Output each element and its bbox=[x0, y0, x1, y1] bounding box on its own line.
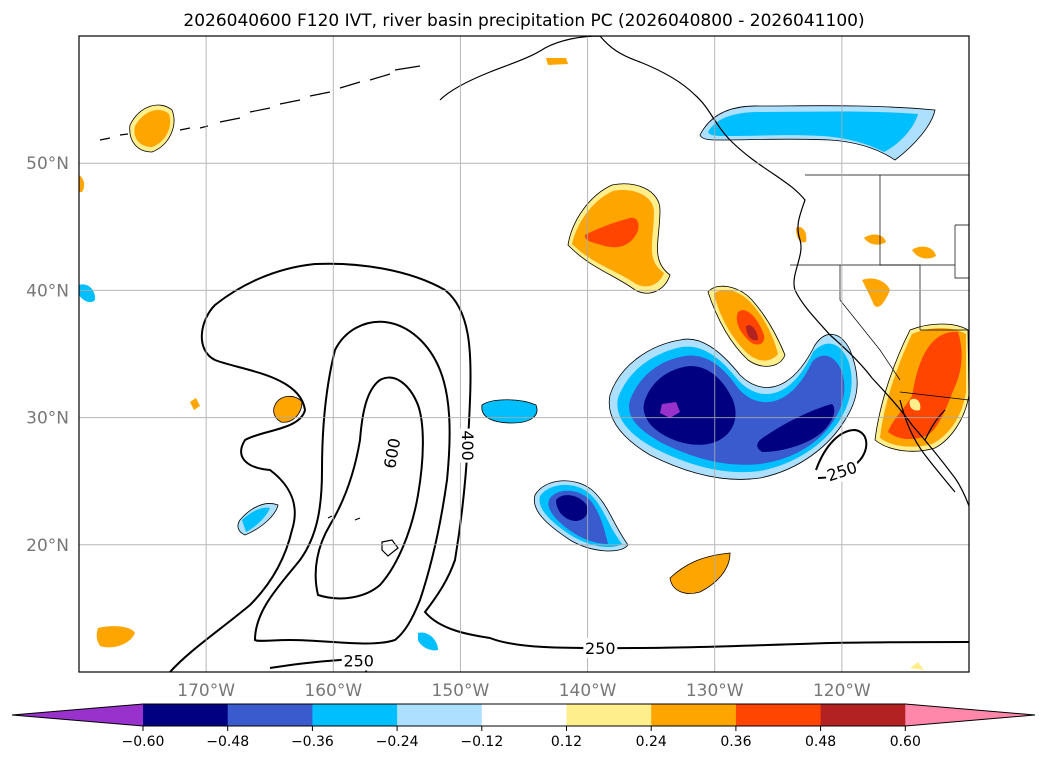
colorbar-swatch bbox=[651, 704, 737, 726]
aleutian-chain bbox=[99, 65, 421, 141]
precip-region-offcal-darkred bbox=[746, 325, 758, 341]
contour-label-group: 250 bbox=[583, 637, 618, 658]
contour-label: 400 bbox=[458, 430, 477, 461]
lon-tick-label: 140°W bbox=[559, 681, 617, 701]
precip-region-pnw-cyan bbox=[708, 111, 918, 152]
colorbar-tick-label: 0.24 bbox=[636, 734, 667, 750]
lat-tick-label: 50°N bbox=[26, 154, 69, 174]
lon-tick-label: 150°W bbox=[432, 681, 490, 701]
colorbar: −0.60 −0.48 −0.36 −0.24 −0.12 0.12 0.24 0.36 0.4… bbox=[11, 703, 1036, 750]
lon-tick-label: 170°W bbox=[177, 681, 235, 701]
ivt-contour-600 bbox=[314, 376, 424, 600]
colorbar-extend-low bbox=[12, 704, 143, 726]
colorbar-swatch bbox=[143, 704, 229, 726]
precip-region-patch-5 bbox=[418, 632, 438, 651]
colorbar-swatch bbox=[397, 704, 483, 726]
state-border-4 bbox=[954, 224, 969, 279]
precip-region-patch-12 bbox=[862, 278, 890, 307]
lon-tick-label: 160°W bbox=[304, 681, 362, 701]
colorbar-tick-label: −0.24 bbox=[376, 734, 419, 750]
precip-region-patch-18 bbox=[910, 662, 924, 670]
lat-tick-label: 20°N bbox=[26, 536, 69, 556]
ivt-contour-400 bbox=[253, 320, 451, 645]
colorbar-swatch bbox=[735, 704, 822, 726]
precip-region-subtropical-navy bbox=[556, 495, 588, 521]
lat-tick-label: 30°N bbox=[26, 409, 69, 429]
map-border bbox=[78, 35, 970, 673]
chart-title: 2026040600 F120 IVT, river basin precipi… bbox=[183, 11, 864, 31]
us-mexico-border bbox=[899, 391, 969, 401]
colorbar-swatch bbox=[227, 704, 313, 726]
contour-label-group: 250 bbox=[341, 650, 376, 671]
colorbar-extend-high bbox=[905, 704, 1035, 726]
colorbar-tick-label: −0.36 bbox=[291, 734, 334, 750]
contour-label: 250 bbox=[585, 639, 616, 658]
precip-region-patch-8 bbox=[273, 396, 302, 423]
colorbar-tick-label: 0.36 bbox=[720, 734, 751, 750]
colorbar-tick-label: −0.48 bbox=[206, 734, 249, 750]
colorbar-tick-label: −0.60 bbox=[122, 734, 165, 750]
precip-region-patch-9 bbox=[96, 626, 135, 648]
contour-label-bg bbox=[341, 650, 376, 671]
colorbar-tick-label: 0.60 bbox=[890, 734, 921, 750]
contour-label-bg bbox=[378, 434, 405, 472]
contour-label-bg bbox=[583, 637, 618, 658]
contour-label-bg bbox=[822, 456, 862, 486]
colorbar-tick-label: 0.12 bbox=[551, 734, 582, 750]
longitude-labels: 170°W 160°W 150°W 140°W 130°W 120°W bbox=[177, 681, 871, 701]
coastline-layer bbox=[99, 36, 969, 557]
state-border-3 bbox=[839, 265, 901, 381]
colorbar-tick-label: 0.48 bbox=[805, 734, 836, 750]
precip-region-patch-7 bbox=[134, 110, 171, 147]
colorbar-swatch bbox=[312, 704, 398, 726]
lat-tick-label: 40°N bbox=[26, 281, 69, 301]
lon-tick-label: 120°W bbox=[813, 681, 871, 701]
latitude-labels: 20°N 30°N 40°N 50°N bbox=[26, 154, 69, 556]
precip-region-patch-11 bbox=[546, 58, 568, 65]
precip-region-patch-3 bbox=[242, 507, 270, 532]
colorbar-swatch bbox=[566, 704, 652, 726]
contour-label: 250 bbox=[343, 652, 374, 671]
contour-label-group: 400 bbox=[458, 428, 479, 463]
baja-coast bbox=[899, 399, 956, 493]
precip-region-patch-14 bbox=[912, 246, 936, 259]
precip-region-midlat-red bbox=[584, 217, 639, 248]
precip-region-patch-17 bbox=[190, 398, 200, 410]
lon-tick-label: 130°W bbox=[686, 681, 744, 701]
colorbar-tick-label: −0.12 bbox=[460, 734, 503, 750]
precip-region-east-pacific-navy-2 bbox=[757, 404, 835, 452]
colorbar-swatch bbox=[481, 704, 567, 726]
precip-region-patch-16 bbox=[79, 175, 85, 192]
hawaii-islands bbox=[327, 515, 399, 557]
precip-region-patch-13 bbox=[864, 234, 886, 245]
state-border-2 bbox=[879, 175, 921, 330]
political-borders bbox=[790, 174, 969, 401]
precip-region-sw-yellow-core bbox=[909, 398, 921, 411]
precip-region-east-pacific-purple bbox=[660, 402, 680, 418]
alaska-coast bbox=[439, 36, 969, 507]
precip-region-east-pacific-navy bbox=[643, 366, 736, 445]
gridlines bbox=[79, 36, 969, 672]
precip-region-patch-4 bbox=[79, 284, 96, 303]
contour-label-bg bbox=[458, 428, 479, 463]
colorbar-swatch bbox=[820, 704, 906, 726]
